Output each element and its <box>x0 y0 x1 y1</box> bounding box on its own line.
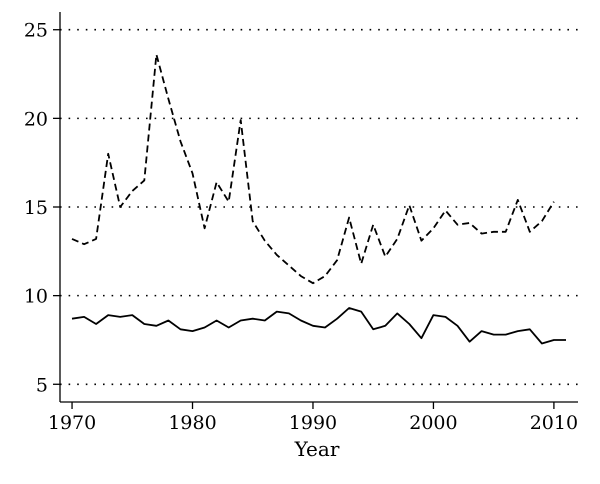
y-tick-label-10: 10 <box>24 286 48 308</box>
x-tick-label-1980: 1980 <box>168 412 216 434</box>
series-line-solid <box>71 307 566 345</box>
y-tick-label-20: 20 <box>24 108 48 130</box>
y-tick-label-25: 25 <box>24 20 48 42</box>
x-tick-label-2000: 2000 <box>409 412 457 434</box>
gridlines <box>60 28 578 386</box>
x-tick-label-1990: 1990 <box>289 412 337 434</box>
series-line-dashed <box>71 53 555 285</box>
y-tick-label-5: 5 <box>36 374 48 396</box>
x-axis-title: Year <box>294 437 340 461</box>
axes: 5 10 15 20 25 1970 1980 1990 2000 2010 <box>24 12 578 434</box>
y-tick-label-15: 15 <box>24 197 48 219</box>
x-tick-label-1970: 1970 <box>48 412 96 434</box>
x-tick-label-2010: 2010 <box>530 412 578 434</box>
series-layer <box>71 53 566 345</box>
